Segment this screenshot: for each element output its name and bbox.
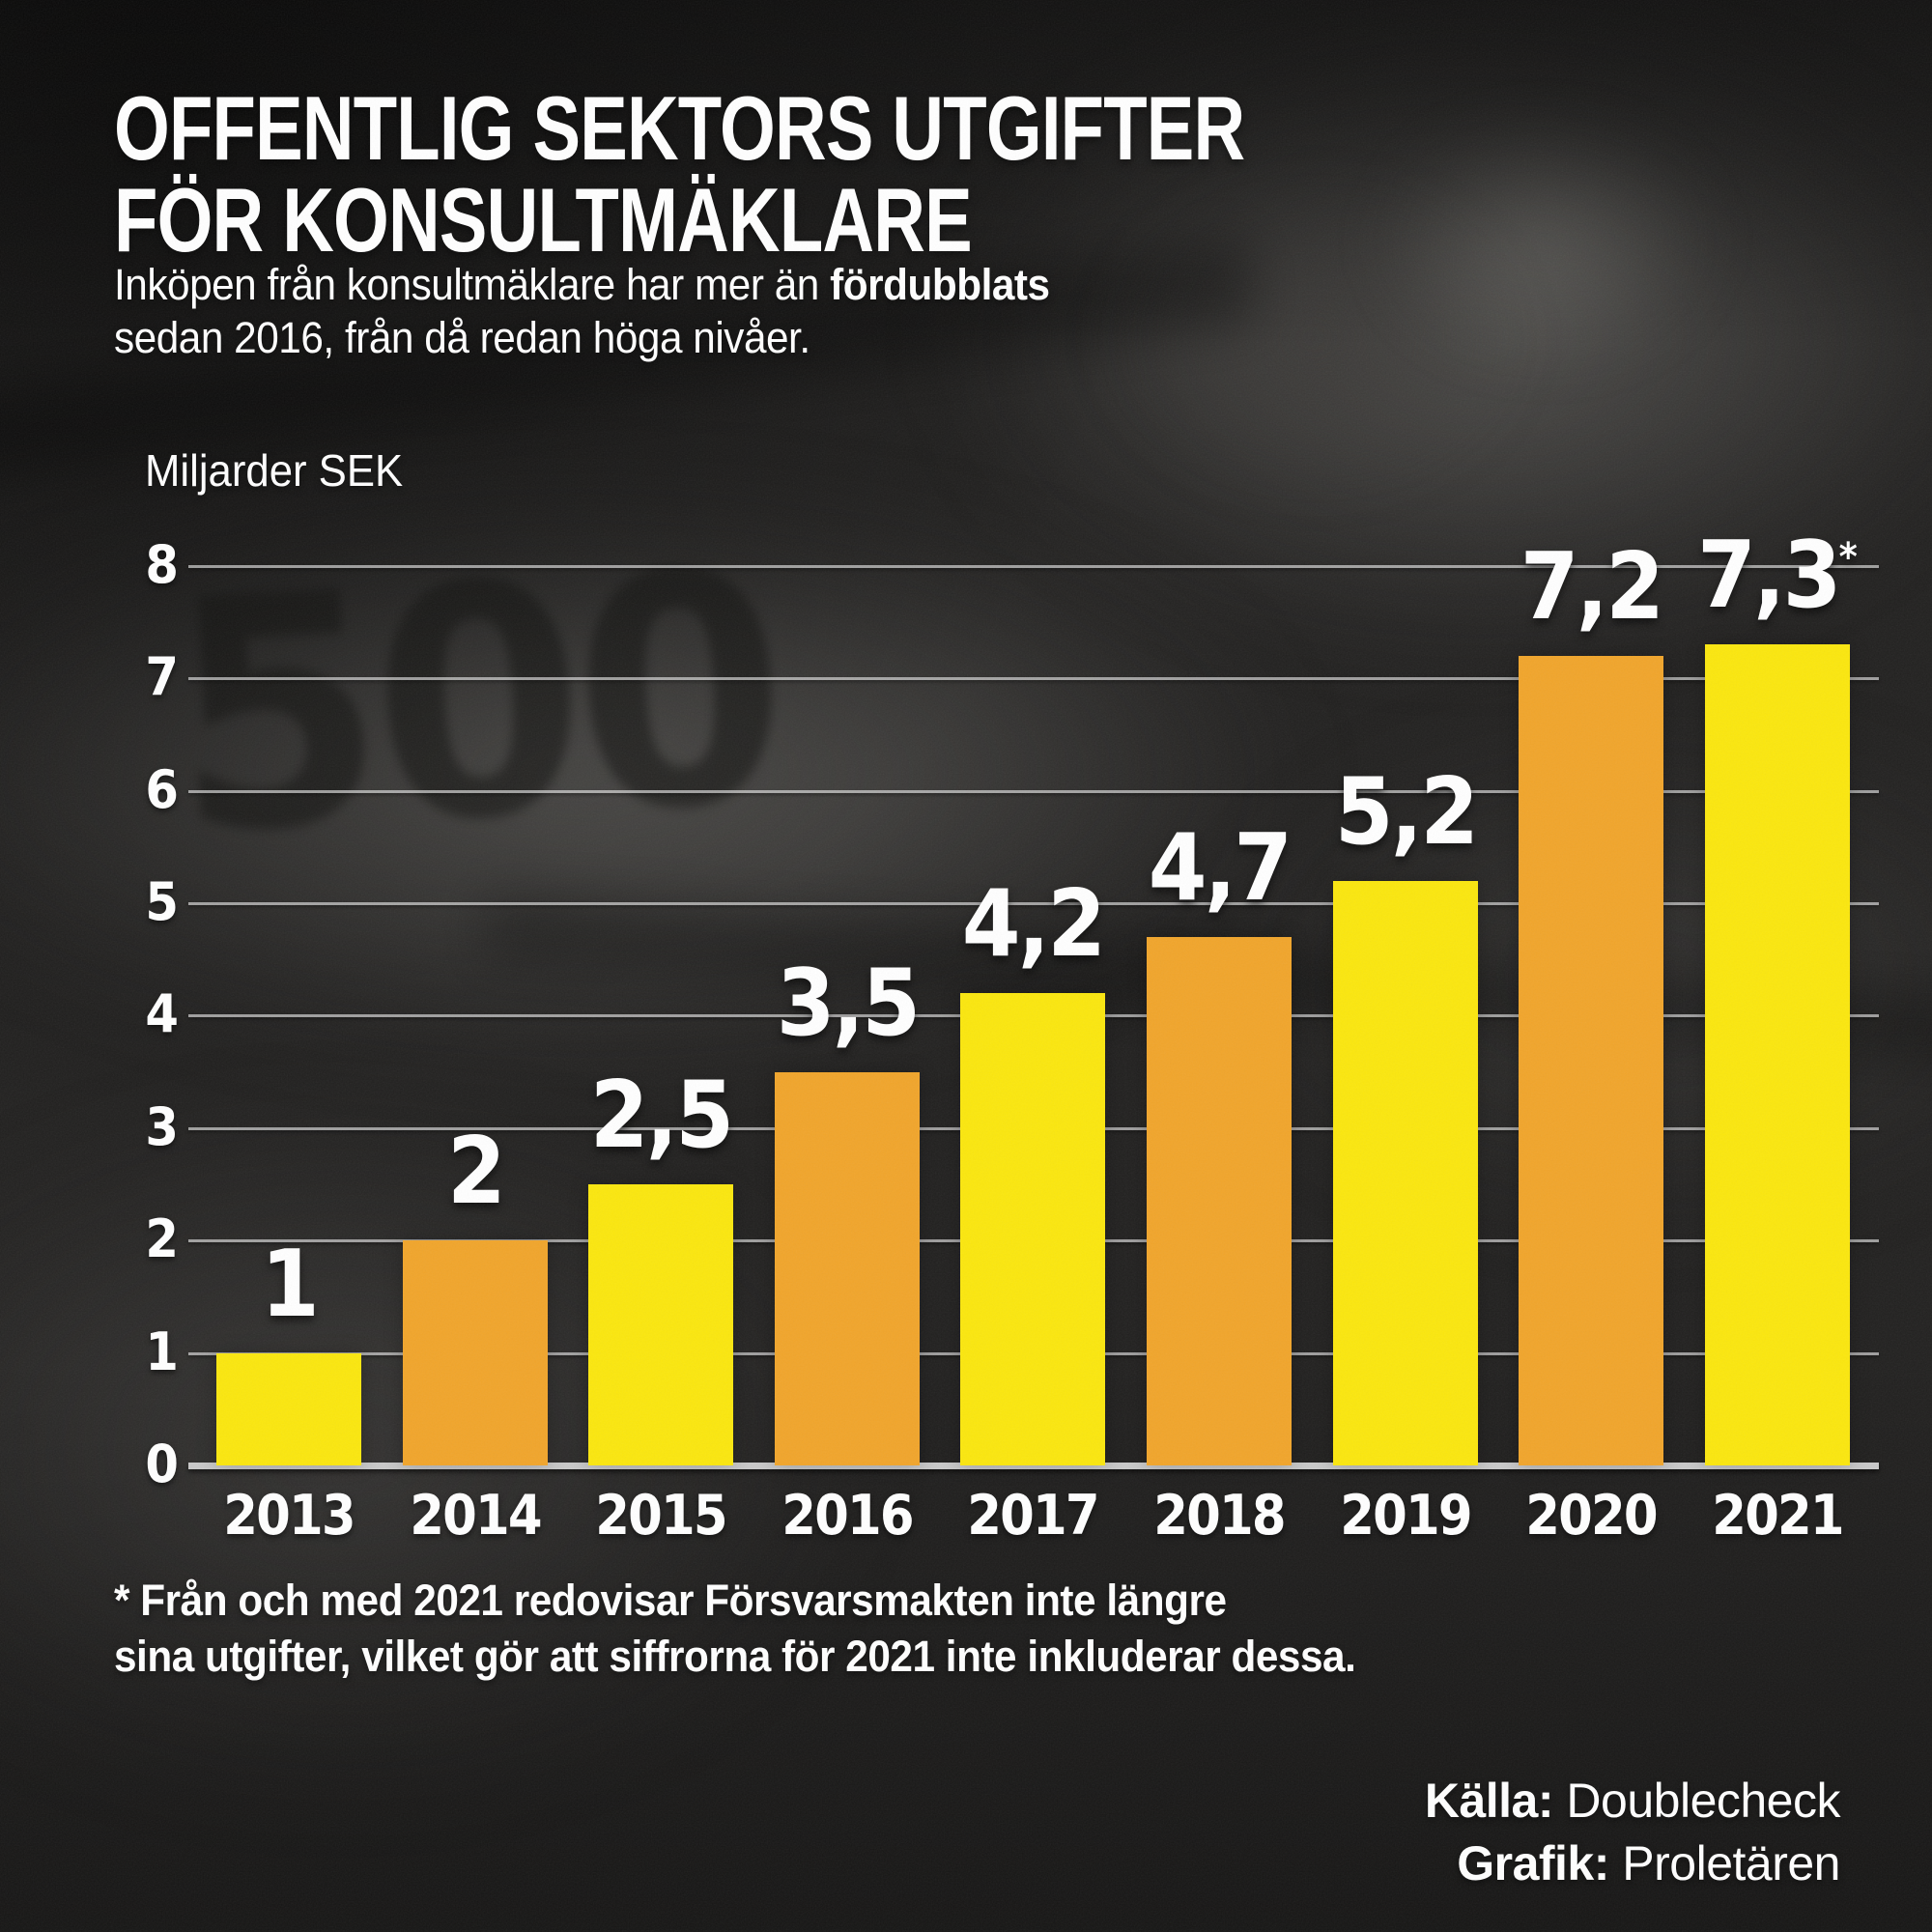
source-line: Källa: Doublecheck: [1424, 1770, 1841, 1833]
y-tick-label-5: 5: [145, 871, 179, 932]
subtitle-line-1: Inköpen från konsultmäklare har mer än f…: [114, 259, 1050, 312]
source-credit: Källa: Doublecheck Grafik: Proletären: [1424, 1770, 1841, 1895]
bar-2019: [1332, 880, 1478, 1465]
bar-2013: [216, 1352, 361, 1465]
credit-label: Grafik:: [1457, 1836, 1609, 1890]
subtitle-bold-text: fördubblats: [830, 260, 1050, 309]
bar-value-label-2015: 2,5: [589, 1063, 734, 1169]
page-title: OFFENTLIG SEKTORS UTGIFTER FÖR KONSULTMÄ…: [114, 77, 1245, 270]
x-axis-label-2021: 2021: [1712, 1484, 1844, 1548]
footnote-line-2: sina utgifter, vilket gör att siffrorna …: [114, 1631, 1356, 1681]
subtitle-text: Inköpen från konsultmäklare har mer än: [114, 260, 831, 309]
subtitle: Inköpen från konsultmäklare har mer än f…: [114, 259, 1050, 365]
subtitle-line-2: sedan 2016, från då redan höga nivåer.: [114, 312, 810, 362]
footnote-line-1: * Från och med 2021 redovisar Försvarsma…: [114, 1576, 1227, 1625]
y-tick-label-7: 7: [145, 646, 179, 708]
bar-value-label-2016: 3,5: [776, 950, 921, 1057]
bar-value-label-2013: 1: [260, 1231, 320, 1338]
footnote-asterisk: *: [1838, 534, 1858, 580]
credit-line: Grafik: Proletären: [1425, 1833, 1840, 1895]
y-tick-label-3: 3: [145, 1095, 179, 1157]
bar-2015: [588, 1184, 734, 1465]
y-axis-unit-label: Miljarder SEK: [145, 445, 404, 496]
bar-2021: [1704, 644, 1850, 1465]
bar-2018: [1147, 936, 1292, 1465]
bar-2017: [960, 993, 1106, 1465]
source-label: Källa:: [1424, 1774, 1554, 1828]
bar-value-label-2019: 5,2: [1334, 758, 1478, 866]
title-line-1: OFFENTLIG SEKTORS UTGIFTER: [114, 77, 1245, 179]
source-value: Doublecheck: [1553, 1774, 1840, 1828]
y-tick-label-2: 2: [145, 1208, 179, 1270]
y-tick-label-4: 4: [145, 983, 179, 1045]
y-tick-label-0: 0: [145, 1434, 179, 1494]
y-tick-label-8: 8: [145, 533, 179, 595]
bar-2016: [774, 1071, 920, 1465]
credit-value: Proletären: [1608, 1836, 1840, 1890]
bar-value-label-2021: 7,3*: [1696, 523, 1858, 630]
bar-2020: [1519, 655, 1664, 1465]
bar-2014: [402, 1240, 548, 1465]
footnote: * Från och med 2021 redovisar Försvarsma…: [114, 1573, 1356, 1684]
y-tick-label-1: 1: [145, 1321, 179, 1382]
title-line-2: FÖR KONSULTMÄKLARE: [114, 168, 973, 270]
y-tick-label-6: 6: [145, 758, 179, 820]
